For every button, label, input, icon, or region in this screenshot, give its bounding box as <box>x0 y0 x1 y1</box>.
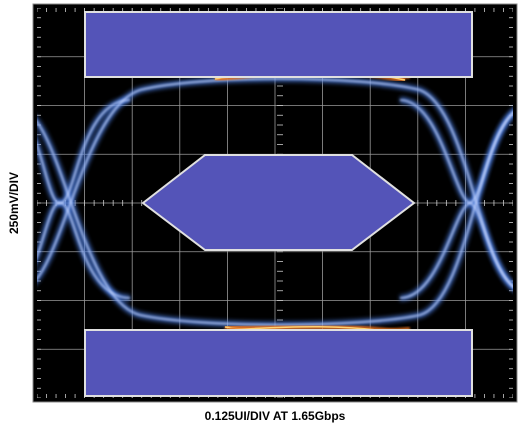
mask-bottom <box>84 329 473 397</box>
x-axis-label: 0.125UI/DIV AT 1.65Gbps <box>205 409 346 423</box>
eye-trace <box>37 77 513 288</box>
eye-trace <box>37 143 131 299</box>
scope-screen <box>37 8 513 398</box>
y-axis-label: 250mV/DIV <box>7 172 21 234</box>
eye-trace <box>37 112 513 326</box>
mask-center <box>141 154 416 251</box>
mask-top <box>84 11 473 78</box>
